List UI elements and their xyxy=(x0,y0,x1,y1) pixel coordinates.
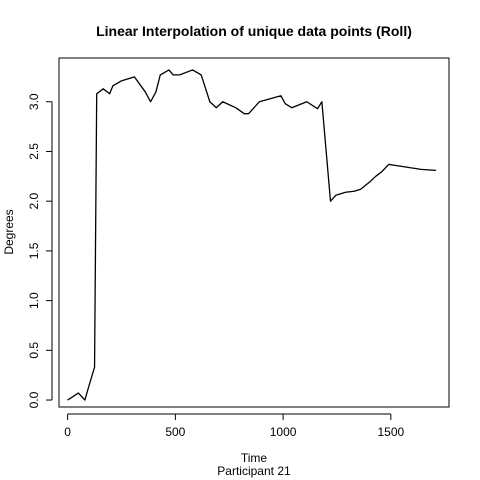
y-tick-label: 1.0 xyxy=(27,292,41,309)
x-tick-label: 1500 xyxy=(377,425,404,439)
chart-title: Linear Interpolation of unique data poin… xyxy=(96,23,412,39)
x-tick-label: 0 xyxy=(64,425,71,439)
y-tick-label: 2.5 xyxy=(27,143,41,160)
series-layer xyxy=(67,69,437,401)
y-tick-label: 0.0 xyxy=(27,391,41,408)
y-tick-label: 1.5 xyxy=(27,242,41,259)
y-tick-label: 0.5 xyxy=(27,342,41,359)
chart-subtitle: Participant 21 xyxy=(217,464,291,478)
x-tick-label: 500 xyxy=(165,425,185,439)
y-axis: 0.0 0.5 1.0 1.5 2.0 2.5 3.0 xyxy=(27,93,53,408)
x-axis: 0 500 1000 1500 xyxy=(64,413,404,439)
y-tick-label: 2.0 xyxy=(27,193,41,210)
y-tick-label: 3.0 xyxy=(27,93,41,110)
y-axis-label: Degrees xyxy=(2,209,16,254)
plot-area xyxy=(58,57,450,408)
x-axis-label: Time xyxy=(241,451,268,465)
x-tick-label: 1000 xyxy=(270,425,297,439)
series-line xyxy=(67,69,437,401)
